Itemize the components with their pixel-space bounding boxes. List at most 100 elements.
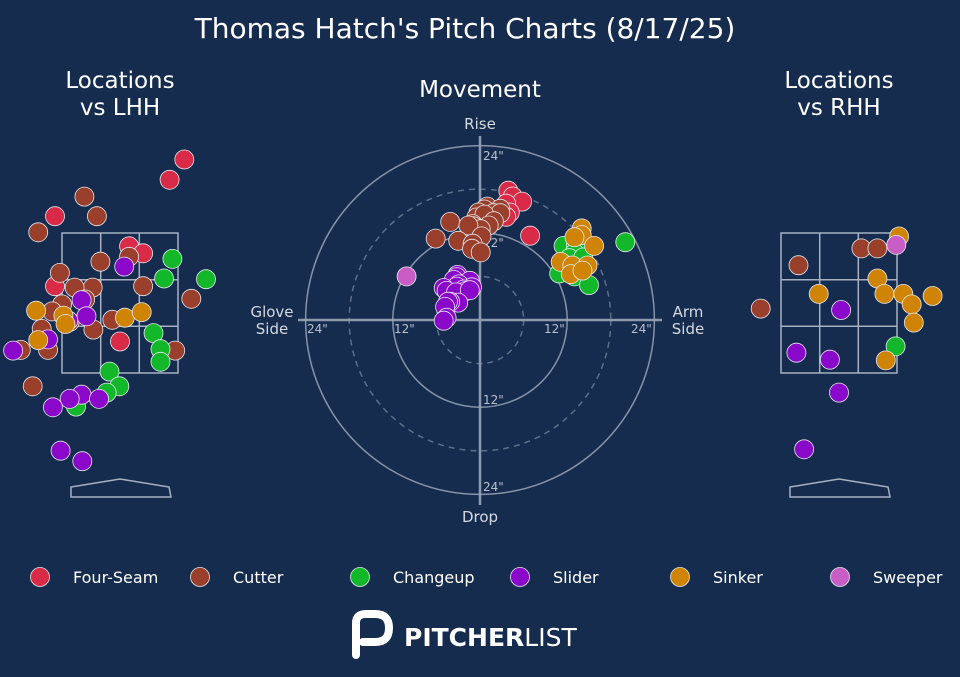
movement-pitch-slider bbox=[433, 310, 454, 331]
legend-label-four-seam: Four-Seam bbox=[73, 568, 158, 587]
pitcherlist-logo: PITCHERLIST bbox=[352, 610, 577, 659]
lhh-pitch-cutter bbox=[28, 222, 49, 243]
rhh-pitch-slider bbox=[831, 300, 851, 320]
rhh-pitch-sweeper bbox=[886, 234, 907, 255]
movement-pitch-sweeper bbox=[396, 266, 417, 287]
figure-title: Thomas Hatch's Pitch Charts (8/17/25) bbox=[194, 12, 736, 45]
rhh-pitch-sinker bbox=[901, 294, 922, 315]
movement-pitch-cutter bbox=[440, 211, 461, 232]
rhh-title-line-2: vs RHH bbox=[797, 95, 880, 121]
lhh-pitch-cutter bbox=[50, 262, 70, 283]
movement-title: Movement bbox=[419, 77, 541, 103]
ring-label-right-12: 12" bbox=[544, 322, 565, 336]
movement-pitch-cutter bbox=[425, 228, 446, 249]
movement-axis-glove-2: Side bbox=[256, 320, 288, 338]
lhh-pitch-four-seam bbox=[159, 169, 180, 190]
lhh-pitch-sinker bbox=[28, 330, 49, 351]
lhh-pitch-changeup bbox=[99, 361, 120, 382]
brand-suffix: LIST bbox=[524, 623, 577, 652]
lhh-pitch-cutter bbox=[90, 251, 111, 272]
ring-label-bottom-12: 12" bbox=[483, 393, 504, 407]
legend-marker-sinker bbox=[670, 567, 690, 587]
ring-label-right-24: 24" bbox=[631, 322, 652, 336]
rhh-points bbox=[750, 226, 943, 460]
lhh-pitch-sinker bbox=[26, 300, 46, 321]
lhh-pitch-changeup bbox=[196, 269, 216, 290]
lhh-pitch-four-seam bbox=[110, 331, 130, 352]
legend-label-sinker: Sinker bbox=[713, 568, 763, 587]
ring-label-top-24: 24" bbox=[483, 149, 504, 163]
movement-grid bbox=[298, 136, 662, 505]
movement-pitch-cutter bbox=[470, 242, 491, 263]
legend-label-changeup: Changeup bbox=[393, 568, 475, 587]
lhh-title-line-2: vs LHH bbox=[80, 95, 160, 121]
ring-labels: 24" 12" 12" 24" 24" 12" 12" 24" bbox=[307, 149, 652, 494]
legend: Four-Seam Cutter Changeup Slider Sinker Sweep… bbox=[30, 567, 943, 587]
lhh-title-line-1: Locations bbox=[65, 68, 174, 94]
lhh-pitch-changeup bbox=[150, 351, 171, 372]
movement-pitch-sinker bbox=[564, 227, 585, 248]
rhh-pitch-slider bbox=[820, 349, 840, 370]
movement-pitch-changeup bbox=[615, 232, 636, 253]
lhh-pitch-slider bbox=[72, 451, 93, 472]
legend-marker-four-seam bbox=[30, 567, 50, 587]
movement-axis-drop: Drop bbox=[462, 508, 498, 526]
rhh-strike-zone bbox=[780, 232, 898, 374]
movement-axis-arm-1: Arm bbox=[673, 303, 704, 321]
lhh-pitch-slider bbox=[59, 388, 80, 409]
lhh-pitch-slider bbox=[50, 440, 71, 461]
lhh-points bbox=[3, 149, 216, 472]
rhh-pitch-cutter bbox=[750, 298, 771, 319]
rhh-pitch-cutter bbox=[867, 238, 888, 259]
lhh-pitch-sinker bbox=[55, 314, 76, 334]
legend-marker-slider bbox=[510, 567, 530, 587]
movement-axis-rise: Rise bbox=[464, 115, 496, 133]
legend-label-sweeper: Sweeper bbox=[873, 568, 943, 587]
ring-label-left-12: 12" bbox=[394, 322, 415, 336]
legend-label-cutter: Cutter bbox=[233, 568, 284, 587]
rhh-pitch-sinker bbox=[874, 283, 895, 304]
rhh-pitch-slider bbox=[794, 439, 814, 460]
brand-text: PITCHERLIST bbox=[404, 623, 577, 652]
movement-pitch-four-seam bbox=[520, 225, 540, 246]
legend-marker-cutter bbox=[190, 567, 210, 587]
rhh-pitch-cutter bbox=[788, 255, 809, 276]
lhh-pitch-sinker bbox=[131, 302, 152, 323]
rhh-title-line-1: Locations bbox=[784, 68, 893, 94]
movement-points bbox=[396, 180, 636, 331]
movement-axis-arm-2: Side bbox=[672, 320, 704, 338]
lhh-pitch-sinker bbox=[115, 307, 135, 328]
lhh-pitch-slider bbox=[43, 397, 63, 418]
rhh-home-plate bbox=[789, 478, 891, 498]
legend-label-slider: Slider bbox=[553, 568, 599, 587]
brand-prefix: PITCHER bbox=[404, 623, 524, 652]
rhh-pitch-changeup bbox=[885, 336, 906, 357]
lhh-pitch-cutter bbox=[133, 276, 154, 297]
movement-pitch-sinker bbox=[572, 260, 593, 281]
rhh-pitch-slider bbox=[786, 342, 807, 363]
rhh-pitch-slider bbox=[829, 382, 849, 403]
ring-label-bottom-24: 24" bbox=[483, 480, 504, 494]
lhh-pitch-slider bbox=[76, 306, 97, 327]
movement-pitch-slider bbox=[459, 280, 480, 301]
legend-marker-sweeper bbox=[830, 567, 850, 587]
lhh-pitch-cutter bbox=[181, 288, 202, 309]
movement-pitch-sinker bbox=[584, 235, 604, 256]
rhh-pitch-sinker bbox=[922, 286, 943, 306]
movement-axis-glove-1: Glove bbox=[250, 303, 293, 321]
lhh-pitch-cutter bbox=[87, 206, 107, 227]
lhh-pitch-four-seam bbox=[174, 149, 195, 170]
lhh-pitch-slider bbox=[89, 388, 109, 409]
lhh-home-plate bbox=[70, 478, 172, 498]
rhh-pitch-sinker bbox=[808, 283, 829, 304]
lhh-pitch-cutter bbox=[22, 376, 43, 397]
lhh-pitch-slider bbox=[114, 256, 135, 277]
lhh-pitch-cutter bbox=[74, 186, 95, 207]
rhh-pitch-sinker bbox=[903, 312, 924, 333]
rhh-pitch-sinker bbox=[875, 350, 896, 371]
pitcherlist-logo-icon bbox=[352, 610, 393, 659]
ring-label-left-24: 24" bbox=[307, 322, 328, 336]
lhh-pitch-changeup bbox=[154, 268, 174, 289]
